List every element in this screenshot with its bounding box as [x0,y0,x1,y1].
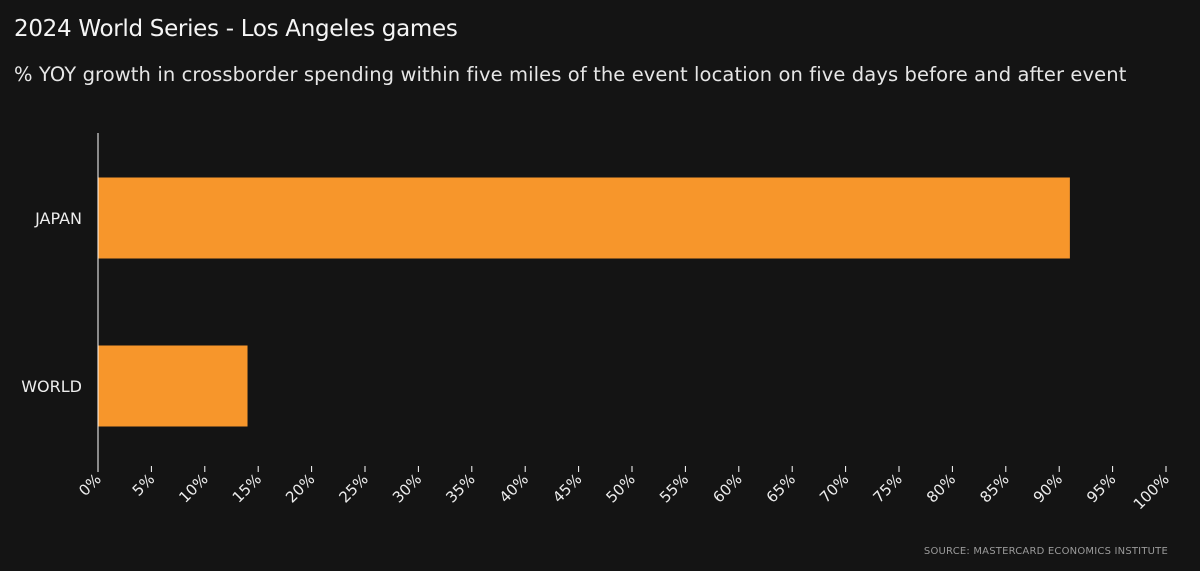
category-label-japan: JAPAN [34,209,82,228]
bar-japan [98,177,1070,259]
x-tick-label: 5% [129,470,159,500]
x-tick-label: 65% [763,470,799,506]
x-tick-label: 100% [1130,470,1173,513]
x-tick-label: 50% [603,470,639,506]
x-tick-label: 10% [175,470,211,506]
x-tick-label: 40% [496,470,532,506]
x-tick-label: 55% [656,470,692,506]
x-tick-label: 20% [282,470,318,506]
x-tick-label: 80% [923,470,959,506]
bars-layer [98,177,1070,427]
x-tick-label: 90% [1030,470,1066,506]
x-tick-label: 0% [75,470,105,500]
x-tick-label: 70% [816,470,852,506]
x-tick-label: 45% [549,470,585,506]
category-labels: JAPAN WORLD [21,209,82,396]
x-tick-label: 60% [709,470,745,506]
x-axis-ticks: 0% 5% 10% 15% 20% 25% 30% 35% 40% 45% 50% 55% 60% 65%… [75,466,1173,513]
x-tick-label: 95% [1083,470,1119,506]
x-tick-label: 25% [336,470,372,506]
bar-world [98,345,248,427]
category-label-world: WORLD [21,377,82,396]
source-note: SOURCE: MASTERCARD ECONOMICS INSTITUTE [923,546,1168,557]
x-tick-label: 35% [442,470,478,506]
x-tick-label: 30% [389,470,425,506]
chart-subtitle: % YOY growth in crossborder spending wit… [14,63,1127,86]
x-tick-label: 75% [870,470,906,506]
chart-title: 2024 World Series - Los Angeles games [14,16,458,42]
x-tick-label: 15% [229,470,265,506]
x-tick-label: 85% [976,470,1012,506]
